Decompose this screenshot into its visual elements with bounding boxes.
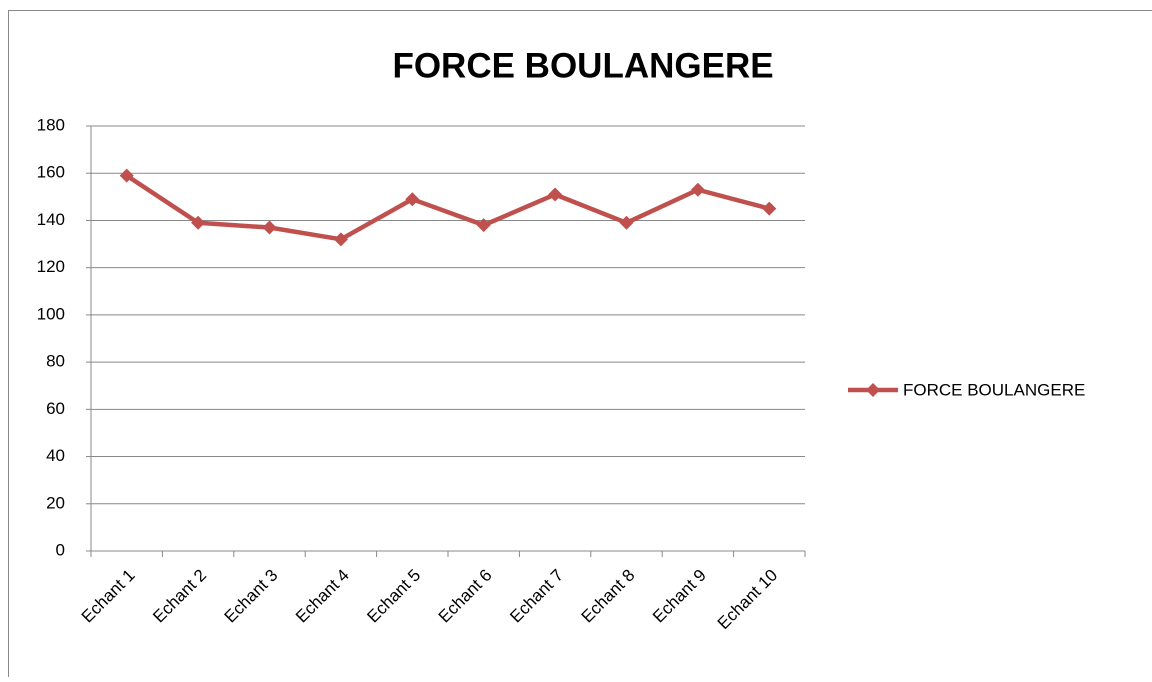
x-tick-label: Echant 7 — [506, 566, 567, 627]
x-tick-label: Echant 4 — [292, 566, 353, 627]
x-tick-label: Echant 6 — [435, 566, 496, 627]
y-tick-label: 140 — [37, 210, 65, 229]
legend-marker — [866, 383, 880, 397]
data-point — [620, 216, 634, 230]
x-tick-label: Echant 5 — [363, 566, 424, 627]
x-tick-label: Echant 2 — [149, 566, 210, 627]
data-point — [263, 221, 277, 235]
legend-label: FORCE BOULANGERE — [903, 380, 1085, 399]
data-point — [548, 187, 562, 201]
y-tick-label: 20 — [46, 493, 65, 512]
y-tick-label: 180 — [37, 115, 65, 134]
chart-title: FORCE BOULANGERE — [392, 46, 773, 85]
y-tick-label: 100 — [37, 304, 65, 323]
x-tick-label: Echant 8 — [578, 566, 639, 627]
y-tick-label: 120 — [37, 257, 65, 276]
chart-frame — [9, 11, 1152, 678]
y-tick-label: 0 — [56, 540, 65, 559]
data-point — [691, 183, 705, 197]
y-tick-label: 160 — [37, 163, 65, 182]
y-tick-label: 80 — [46, 352, 65, 371]
x-tick-label: Echant 9 — [649, 566, 710, 627]
y-tick-label: 40 — [46, 446, 65, 465]
x-tick-label: Echant 3 — [221, 566, 282, 627]
x-tick-label: Echant 1 — [78, 566, 139, 627]
x-tick-label: Echant 10 — [714, 566, 782, 634]
y-tick-label: 60 — [46, 399, 65, 418]
data-point — [762, 202, 776, 216]
series-line — [127, 176, 770, 240]
